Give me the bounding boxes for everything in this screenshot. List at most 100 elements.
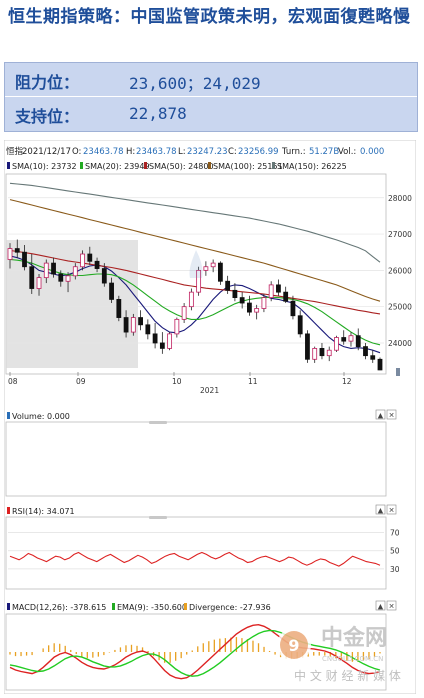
- candle-body: [283, 291, 289, 302]
- rsi-tick-label: 70: [390, 529, 400, 538]
- macd-series-line-1: [9, 629, 381, 677]
- ohlc-vol: 0.000: [360, 147, 384, 157]
- levels-divider: [5, 96, 417, 97]
- ohlc-open-label: O:: [72, 147, 81, 157]
- close-icon: ✕: [389, 412, 395, 420]
- candle-body: [225, 280, 231, 291]
- close-icon: ✕: [389, 603, 395, 611]
- ohlc-open: 23463.78: [83, 147, 124, 157]
- candle-body: [43, 262, 49, 279]
- candle-body: [116, 299, 122, 318]
- candle-body: [261, 297, 267, 309]
- y-tick-label: 28000: [388, 194, 412, 203]
- candle-body: [145, 324, 151, 335]
- logo-mark: 9: [288, 636, 299, 655]
- volume-close-button[interactable]: [386, 409, 397, 420]
- x-tick-label: 12: [342, 377, 352, 386]
- candle-body: [80, 253, 85, 268]
- ohlc-turnover: 51.27B: [309, 147, 339, 157]
- candle-body: [7, 248, 13, 260]
- volume-swatch: [7, 412, 10, 419]
- volume-legend: Volume: 0.000: [12, 412, 70, 421]
- rsi-close-button[interactable]: [386, 504, 397, 515]
- macd-pane: MACD(12,26): -378.615 EMA(9): -350.600 D…: [5, 600, 397, 691]
- rsi-collapse-button[interactable]: [375, 504, 386, 515]
- x-tick-label: 09: [76, 377, 86, 386]
- candle-body: [334, 337, 339, 351]
- sma10-legend: SMA(10): 23732: [12, 162, 77, 171]
- candle-body: [167, 333, 173, 349]
- up-arrow-icon: ▲: [378, 507, 384, 515]
- rsi-swatch: [7, 507, 10, 514]
- divergence-legend: Divergence: -27.936: [189, 603, 271, 612]
- candle-body: [297, 315, 303, 335]
- watermark-slogan: 中 文 财 经 新 媒 体: [294, 668, 401, 683]
- y-tick-label: 25000: [388, 303, 412, 312]
- divergence-swatch: [184, 603, 187, 610]
- candle-body: [276, 284, 281, 293]
- pane-resize-handle[interactable]: [149, 421, 167, 424]
- ema-legend: EMA(9): -350.600: [117, 603, 187, 612]
- candle-body: [290, 300, 296, 317]
- candle-body: [268, 284, 274, 298]
- candle-body: [181, 306, 187, 320]
- candle-body: [14, 248, 20, 253]
- macd-swatch: [7, 603, 10, 610]
- candle-body: [305, 333, 310, 360]
- candle-body: [174, 318, 180, 335]
- price-pane: 24000 25000 26000 27000 28000: [5, 173, 412, 375]
- y-tick-label: 27000: [388, 230, 412, 239]
- ohlc-symbol: 恒指: [6, 146, 24, 157]
- ohlc-high-label: H:: [126, 147, 135, 157]
- rsi-legend: RSI(14): 34.071: [12, 507, 75, 516]
- sma10-swatch: [7, 162, 10, 169]
- sma100-swatch: [208, 162, 211, 169]
- article-title: 恒生期指策略：中国监管政策未明，宏观面復甦略慢: [8, 7, 411, 27]
- candle-body: [101, 268, 107, 284]
- sma-line-1: [9, 258, 381, 346]
- watermark-drop-icon: [189, 250, 203, 278]
- volume-collapse-button[interactable]: [375, 409, 386, 420]
- candle-body: [355, 335, 361, 347]
- candle-body: [210, 262, 216, 268]
- macd-close-button[interactable]: [386, 600, 397, 611]
- levels-box: 阻力位： 23,600；24,029 支持位： 22,878: [4, 62, 418, 132]
- candle-body: [87, 253, 93, 262]
- ohlc-high: 23463.78: [136, 147, 177, 157]
- candle-body: [36, 277, 42, 289]
- candle-body: [138, 317, 143, 326]
- sma20-legend: SMA(20): 23949: [85, 162, 150, 171]
- x-tick-label: 11: [248, 377, 258, 386]
- scroll-handle[interactable]: [396, 368, 400, 376]
- sma-line-3: [9, 199, 381, 302]
- macd-series-line-0: [9, 623, 381, 680]
- resistance-value: 23,600；24,029: [129, 74, 261, 93]
- ema-swatch: [112, 603, 115, 610]
- volume-pane: Volume: 0.000 ▲ ✕: [5, 409, 397, 497]
- sma50-swatch: [144, 162, 147, 169]
- up-arrow-icon: ▲: [378, 603, 384, 611]
- close-icon: ✕: [389, 507, 395, 515]
- support-value: 22,878: [129, 104, 187, 123]
- candle-body: [370, 355, 376, 360]
- candle-body: [130, 317, 136, 333]
- logo-circle-icon: [280, 631, 308, 659]
- watermark-main: [189, 250, 203, 278]
- candle-body: [326, 349, 332, 357]
- candle-body: [254, 308, 260, 313]
- candle-body: [159, 342, 165, 349]
- sma100-legend: SMA(100): 25151: [213, 162, 283, 171]
- candle-body: [94, 260, 100, 269]
- support-label: 支持位：: [15, 107, 80, 126]
- ohlc-low-label: L:: [178, 147, 186, 157]
- candle-body: [72, 266, 78, 277]
- candle-body: [22, 251, 27, 268]
- candle-body: [239, 297, 245, 304]
- candle-body: [348, 335, 354, 342]
- pane-resize-handle[interactable]: [149, 516, 167, 519]
- resistance-label: 阻力位：: [15, 73, 80, 92]
- candle-body: [196, 269, 202, 293]
- candle-body: [232, 289, 238, 298]
- sma-line-2: [9, 249, 381, 315]
- macd-collapse-button[interactable]: [375, 600, 386, 611]
